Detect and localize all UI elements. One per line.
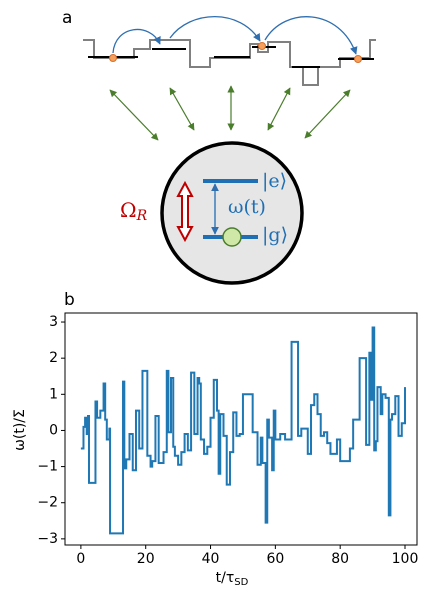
ground-label: |g⟩ [262, 224, 288, 246]
y-tick-label: −1 [37, 459, 58, 475]
x-axis-label-main: t/τ [216, 570, 235, 586]
x-axis-label: t/τSD [216, 570, 249, 588]
x-tick-label: 40 [202, 551, 220, 567]
particles [109, 42, 362, 63]
rabi-symbol: Ω [120, 198, 137, 222]
y-tick-label: −2 [37, 495, 58, 511]
qubit [160, 141, 304, 285]
x-tick-label: 20 [137, 551, 155, 567]
y-tick-label: 1 [49, 386, 58, 402]
axes-frame [64, 312, 418, 546]
rabi-label: ΩR [120, 198, 148, 225]
levels [88, 46, 374, 68]
couplings [109, 85, 351, 141]
state [222, 227, 242, 247]
data-line [80, 326, 407, 535]
hops [112, 15, 358, 55]
y-axis-label: ω(t)/Σ [12, 409, 28, 451]
x-tick-label: 100 [392, 551, 419, 567]
panel-label: a [62, 8, 72, 28]
y-tick-label: 0 [49, 422, 58, 438]
x-axis-label-sub: SD [234, 577, 248, 588]
y-tick-label: −3 [37, 531, 58, 547]
drive-arrow [176, 180, 194, 243]
frequency-label: ω(t) [228, 196, 266, 218]
y-tick-label: 3 [49, 314, 58, 330]
y-tick-label: 2 [49, 350, 58, 366]
rabi-subscript: R [136, 208, 148, 224]
excited-label: |e⟩ [262, 170, 287, 192]
x-tick-label: 0 [76, 551, 85, 567]
panel-label: b [64, 290, 75, 310]
x-tick-label: 60 [266, 551, 284, 567]
landscape [83, 39, 376, 86]
x-tick-label: 80 [331, 551, 349, 567]
